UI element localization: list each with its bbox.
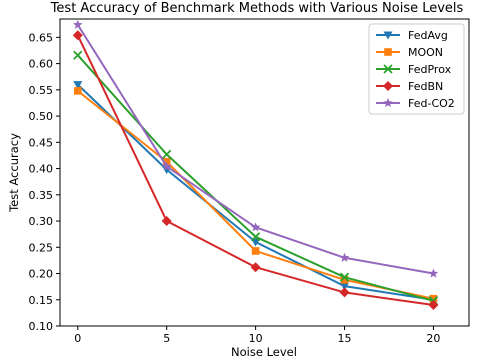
legend-label-moon: MOON xyxy=(408,46,443,59)
data-point-moon xyxy=(73,87,82,95)
x-tick-label: 20 xyxy=(426,332,440,345)
x-tick-label: 0 xyxy=(74,332,81,345)
series-fedprox xyxy=(73,50,439,306)
legend-box xyxy=(368,23,465,115)
legend-marker-fedbn xyxy=(383,81,393,91)
data-point-fedprox xyxy=(250,232,261,242)
legend-label-fedprox: FedProx xyxy=(408,63,452,76)
data-point-fedavg xyxy=(340,282,350,291)
chart-title: Test Accuracy of Benchmark Methods with … xyxy=(50,1,464,16)
legend-label-fed-co2: Fed-CO2 xyxy=(408,97,455,110)
data-point-fed-co2 xyxy=(250,222,261,232)
y-tick-label: 0.10 xyxy=(29,320,54,333)
series-layer xyxy=(72,19,439,311)
legend-label-fedavg: FedAvg xyxy=(408,29,448,42)
y-tick-label: 0.50 xyxy=(29,110,54,123)
data-point-fedprox xyxy=(162,149,172,160)
y-tick-label: 0.25 xyxy=(29,241,54,254)
x-axis-label: Noise Level xyxy=(231,345,297,359)
y-tick-label: 0.35 xyxy=(29,189,54,202)
data-point-fedbn xyxy=(72,30,83,41)
y-axis-label: Test Accuracy xyxy=(7,133,21,213)
data-point-fedbn xyxy=(339,287,350,298)
y-tick-label: 0.20 xyxy=(29,268,54,281)
series-fedbn xyxy=(72,30,439,311)
y-tick-label: 0.55 xyxy=(29,84,54,97)
y-axis: 0.10 0.15 0.20 0.25 0.30 0.35 0.40 0.45 0.50 0.55… xyxy=(29,31,60,333)
legend-marker-moon xyxy=(384,48,392,56)
data-point-fedavg xyxy=(251,238,261,247)
x-tick-label: 15 xyxy=(338,332,352,345)
data-point-fedbn xyxy=(161,216,172,227)
legend-marker-fedavg xyxy=(383,31,393,40)
legend-label-fedbn: FedBN xyxy=(408,80,443,93)
y-tick-label: 0.15 xyxy=(29,294,54,307)
legend-marker-fedprox xyxy=(383,64,393,74)
data-point-fed-co2 xyxy=(73,19,83,29)
y-tick-label: 0.40 xyxy=(29,163,54,176)
x-tick-label: 5 xyxy=(163,332,170,345)
data-point-fedprox xyxy=(339,272,350,282)
data-point-moon xyxy=(340,276,349,284)
y-tick-label: 0.45 xyxy=(29,136,54,149)
data-point-fedbn xyxy=(428,300,439,311)
data-point-fed-co2 xyxy=(339,252,350,262)
data-point-moon xyxy=(429,294,438,303)
y-tick-label: 0.60 xyxy=(29,58,54,71)
data-point-fed-co2 xyxy=(161,161,172,171)
data-point-fedavg xyxy=(73,81,83,90)
legend-marker-fed-co2 xyxy=(383,98,393,108)
plot-frame xyxy=(59,18,470,327)
series-fed-co2 xyxy=(73,19,439,278)
data-point-fed-co2 xyxy=(428,268,439,278)
x-tick-label: 10 xyxy=(249,332,263,345)
y-tick-label: 0.30 xyxy=(29,215,54,228)
legend: FedAvg MOON FedProx FedBN Fed-CO2 xyxy=(368,23,465,115)
x-axis: 0 5 10 15 20 xyxy=(74,326,440,345)
y-tick-label: 0.65 xyxy=(29,31,54,44)
data-point-fedprox xyxy=(73,50,83,60)
data-point-moon xyxy=(251,247,260,255)
data-point-fedbn xyxy=(250,262,261,273)
